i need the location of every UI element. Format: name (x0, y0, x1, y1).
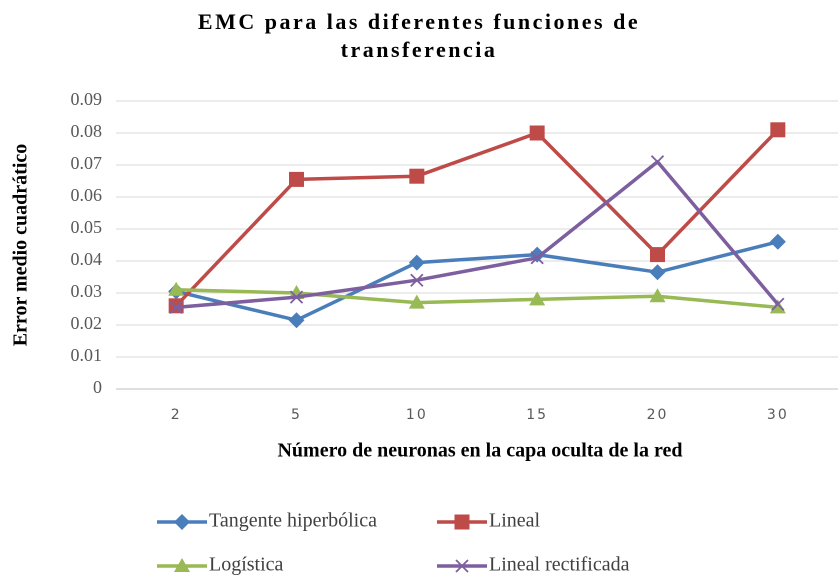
marker (410, 273, 424, 287)
y-tick-label: 0.02 (71, 313, 103, 333)
marker (771, 297, 785, 311)
marker (288, 312, 305, 329)
series-line (176, 160, 780, 310)
marker (769, 233, 786, 250)
marker (650, 247, 665, 263)
marker (289, 171, 304, 187)
marker (174, 514, 190, 530)
marker (649, 264, 666, 281)
x-tick-label: 30 (767, 407, 789, 423)
legend-label: Lineal rectificada (489, 554, 630, 576)
y-tick-label: 0.04 (71, 249, 103, 269)
x-tick-label: 15 (526, 407, 548, 423)
series-line (175, 240, 779, 322)
marker (454, 514, 470, 530)
y-tick-label: 0.03 (71, 281, 103, 301)
chart-title: EMC para las diferentes funciones de tra… (197, 9, 641, 62)
y-tick-label: 0.05 (71, 217, 103, 237)
legend-label: Tangente hiperbólica (209, 510, 377, 532)
legend-label: Logística (209, 554, 284, 576)
x-tick-label: 2 (171, 407, 182, 423)
marker (649, 288, 666, 303)
x-axis-label: Número de neuronas en la capa oculta de … (277, 440, 682, 462)
marker (530, 251, 544, 265)
legend-label: Lineal (489, 510, 541, 532)
marker (770, 122, 786, 138)
marker (408, 294, 425, 309)
x-tick-label: 20 (647, 407, 669, 423)
marker (169, 300, 183, 315)
y-tick-label: 0.06 (71, 185, 103, 205)
marker (289, 290, 304, 304)
marker (650, 155, 665, 169)
marker (769, 299, 786, 314)
y-tick-label: 0.09 (71, 89, 103, 109)
marker (408, 254, 425, 271)
marker (174, 558, 190, 572)
y-tick-label: 0 (93, 377, 102, 397)
series-line (176, 288, 778, 310)
marker (529, 291, 546, 306)
marker (409, 168, 425, 184)
y-axis-label: Error medio cuadrático (10, 144, 32, 347)
marker (168, 281, 185, 296)
y-tick-label: 0.07 (71, 153, 103, 173)
marker (455, 559, 469, 573)
marker (529, 125, 545, 141)
y-tick-label: 0.01 (71, 345, 103, 365)
series-line (174, 128, 780, 308)
x-tick-label: 10 (406, 407, 428, 423)
x-tick-label: 5 (291, 407, 302, 423)
y-tick-label: 0.08 (71, 121, 103, 141)
